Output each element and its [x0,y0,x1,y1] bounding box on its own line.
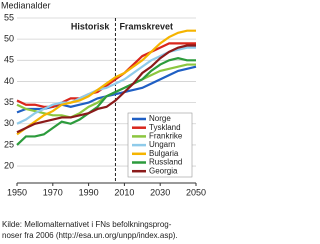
annotation: Framskrevet [119,21,173,31]
legend-label: Tyskland [149,123,181,132]
chart: Medianalder Kilde: Mellomalternativet i … [1,0,206,240]
series-line [16,57,196,146]
legend-label: Frankrike [149,132,183,141]
series-line [16,44,196,134]
y-tick-label: 45 [4,55,14,65]
y-tick-label: 50 [4,34,14,44]
y-axis-label: Medianalder [1,0,51,10]
x-tick-label: 2050 [186,187,206,197]
y-tick-label: 35 [4,97,14,107]
y-tick-label: 40 [4,76,14,86]
y-tick-label: 25 [4,139,14,149]
legend-label: Russland [149,158,182,167]
x-tick-label: 2030 [150,187,170,197]
y-tick-label: 20 [4,160,14,170]
x-tick-label: 1990 [79,187,99,197]
legend-label: Bulgaria [149,149,179,158]
x-tick-label: 1950 [7,187,27,197]
series-line [16,29,196,136]
caption: noser fra 2006 (http://esa.un.org/unpp/i… [2,231,178,240]
annotation: Historisk [71,21,111,31]
series-line [16,65,197,114]
legend-label: Georgia [149,166,178,175]
caption: Kilde: Mellomalternativet i FNs befolkni… [2,220,172,229]
x-tick-label: 1970 [43,187,63,197]
legend-label: Ungarn [149,140,175,149]
legend-label: Norge [149,114,171,123]
x-tick-label: 2010 [114,187,134,197]
y-tick-label: 55 [4,12,14,22]
y-tick-label: 30 [4,118,14,128]
